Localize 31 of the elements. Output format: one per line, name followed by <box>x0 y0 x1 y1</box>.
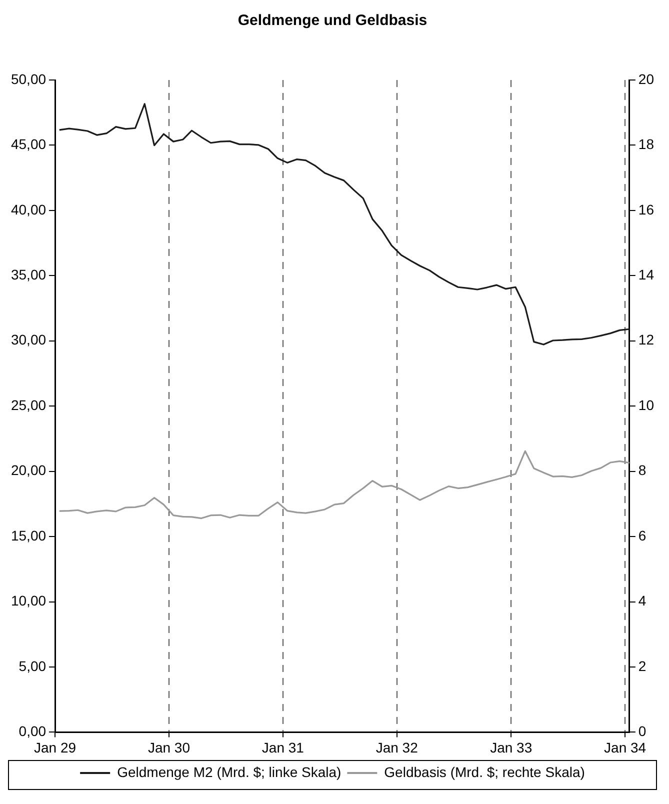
chart-title: Geldmenge und Geldbasis <box>238 12 428 30</box>
y2-tick-label: 14 <box>638 266 654 283</box>
y-tick-label: 20,00 <box>10 462 46 478</box>
y-tick-label: 0,00 <box>18 723 46 740</box>
x-tick-label: Jan 34 <box>604 739 646 756</box>
x-tick-label: Jan 29 <box>34 739 76 756</box>
x-tick-label: Jan 33 <box>490 739 532 756</box>
y2-tick-label: 10 <box>638 396 654 413</box>
y2-tick-label: 0 <box>638 723 646 740</box>
x-tick-label: Jan 30 <box>148 739 190 756</box>
y-tick-label: 35,00 <box>10 266 46 283</box>
y-tick-label: 30,00 <box>10 332 46 348</box>
y-tick-label: 40,00 <box>10 201 46 218</box>
y2-tick-label: 18 <box>638 136 654 152</box>
legend-label: Geldmenge M2 (Mrd. $; linke Skala) <box>117 764 342 780</box>
y-tick-label: 50,00 <box>10 70 46 87</box>
y2-tick-label: 6 <box>638 527 646 544</box>
y-tick-label: 45,00 <box>10 136 46 152</box>
x-tick-label: Jan 31 <box>262 739 304 756</box>
y2-tick-label: 2 <box>638 658 646 674</box>
y-tick-label: 25,00 <box>10 396 46 413</box>
y2-tick-label: 20 <box>638 70 654 87</box>
y2-tick-label: 16 <box>638 201 654 218</box>
y2-tick-label: 8 <box>638 462 646 478</box>
y-tick-label: 10,00 <box>10 592 46 609</box>
y-tick-label: 15,00 <box>10 527 46 544</box>
y2-tick-label: 4 <box>638 592 646 609</box>
legend-label: Geldbasis (Mrd. $; rechte Skala) <box>384 764 585 780</box>
x-tick-label: Jan 32 <box>376 739 418 756</box>
y2-tick-label: 12 <box>638 332 654 348</box>
y-tick-label: 5,00 <box>18 658 46 674</box>
